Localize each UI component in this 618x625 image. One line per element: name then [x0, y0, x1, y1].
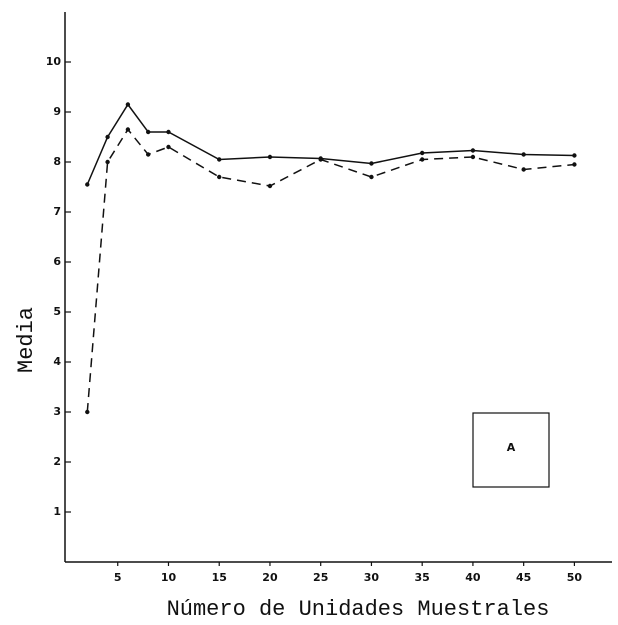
y-tick-label: 6 — [53, 255, 61, 268]
data-point — [419, 157, 425, 162]
data-point — [470, 154, 476, 160]
x-tick-label: 25 — [313, 571, 328, 584]
data-point — [521, 152, 526, 157]
y-tick-label: 4 — [53, 355, 61, 368]
y-tick-label: 9 — [53, 105, 61, 118]
y-tick-label: 5 — [53, 305, 61, 318]
data-point — [217, 157, 222, 162]
y-tick-label: 1 — [53, 505, 61, 518]
x-tick-label: 35 — [415, 571, 430, 584]
data-point — [217, 174, 222, 180]
data-point — [145, 152, 151, 157]
data-point — [85, 182, 90, 187]
data-point — [369, 161, 374, 166]
y-tick-label: 8 — [53, 155, 61, 168]
annotation-box — [472, 412, 550, 488]
data-point — [369, 174, 374, 180]
x-tick-label: 10 — [161, 571, 177, 584]
data-point — [267, 154, 273, 160]
annotation: A — [507, 441, 516, 454]
data-point — [318, 157, 323, 162]
data-point — [85, 409, 90, 415]
y-tick-label: 3 — [53, 405, 61, 418]
x-axis-label: Número de Unidades Muestrales — [167, 597, 550, 622]
data-point — [572, 162, 577, 167]
data-point — [105, 134, 110, 140]
x-tick-label: 5 — [114, 571, 122, 584]
x-tick-label: 15 — [212, 571, 227, 584]
x-tick-label: 50 — [567, 571, 583, 584]
data-point — [125, 102, 131, 107]
data-point — [521, 167, 526, 172]
data-point — [125, 127, 131, 132]
x-tick-label: 20 — [262, 571, 278, 584]
data-point — [166, 144, 171, 150]
data-point — [267, 183, 273, 189]
x-tick-label: 30 — [364, 571, 380, 584]
x-tick-label: 40 — [465, 571, 481, 584]
y-tick-label: 7 — [53, 205, 61, 218]
y-tick-label: 2 — [53, 455, 61, 468]
x-tick-label: 45 — [516, 571, 531, 584]
y-tick-label: 10 — [46, 55, 62, 68]
data-point — [105, 159, 110, 165]
data-point — [419, 150, 425, 156]
y-axis-label: Media — [14, 307, 39, 373]
data-point — [470, 148, 476, 153]
data-point — [572, 153, 577, 158]
data-point — [145, 129, 151, 135]
data-point — [166, 129, 171, 135]
